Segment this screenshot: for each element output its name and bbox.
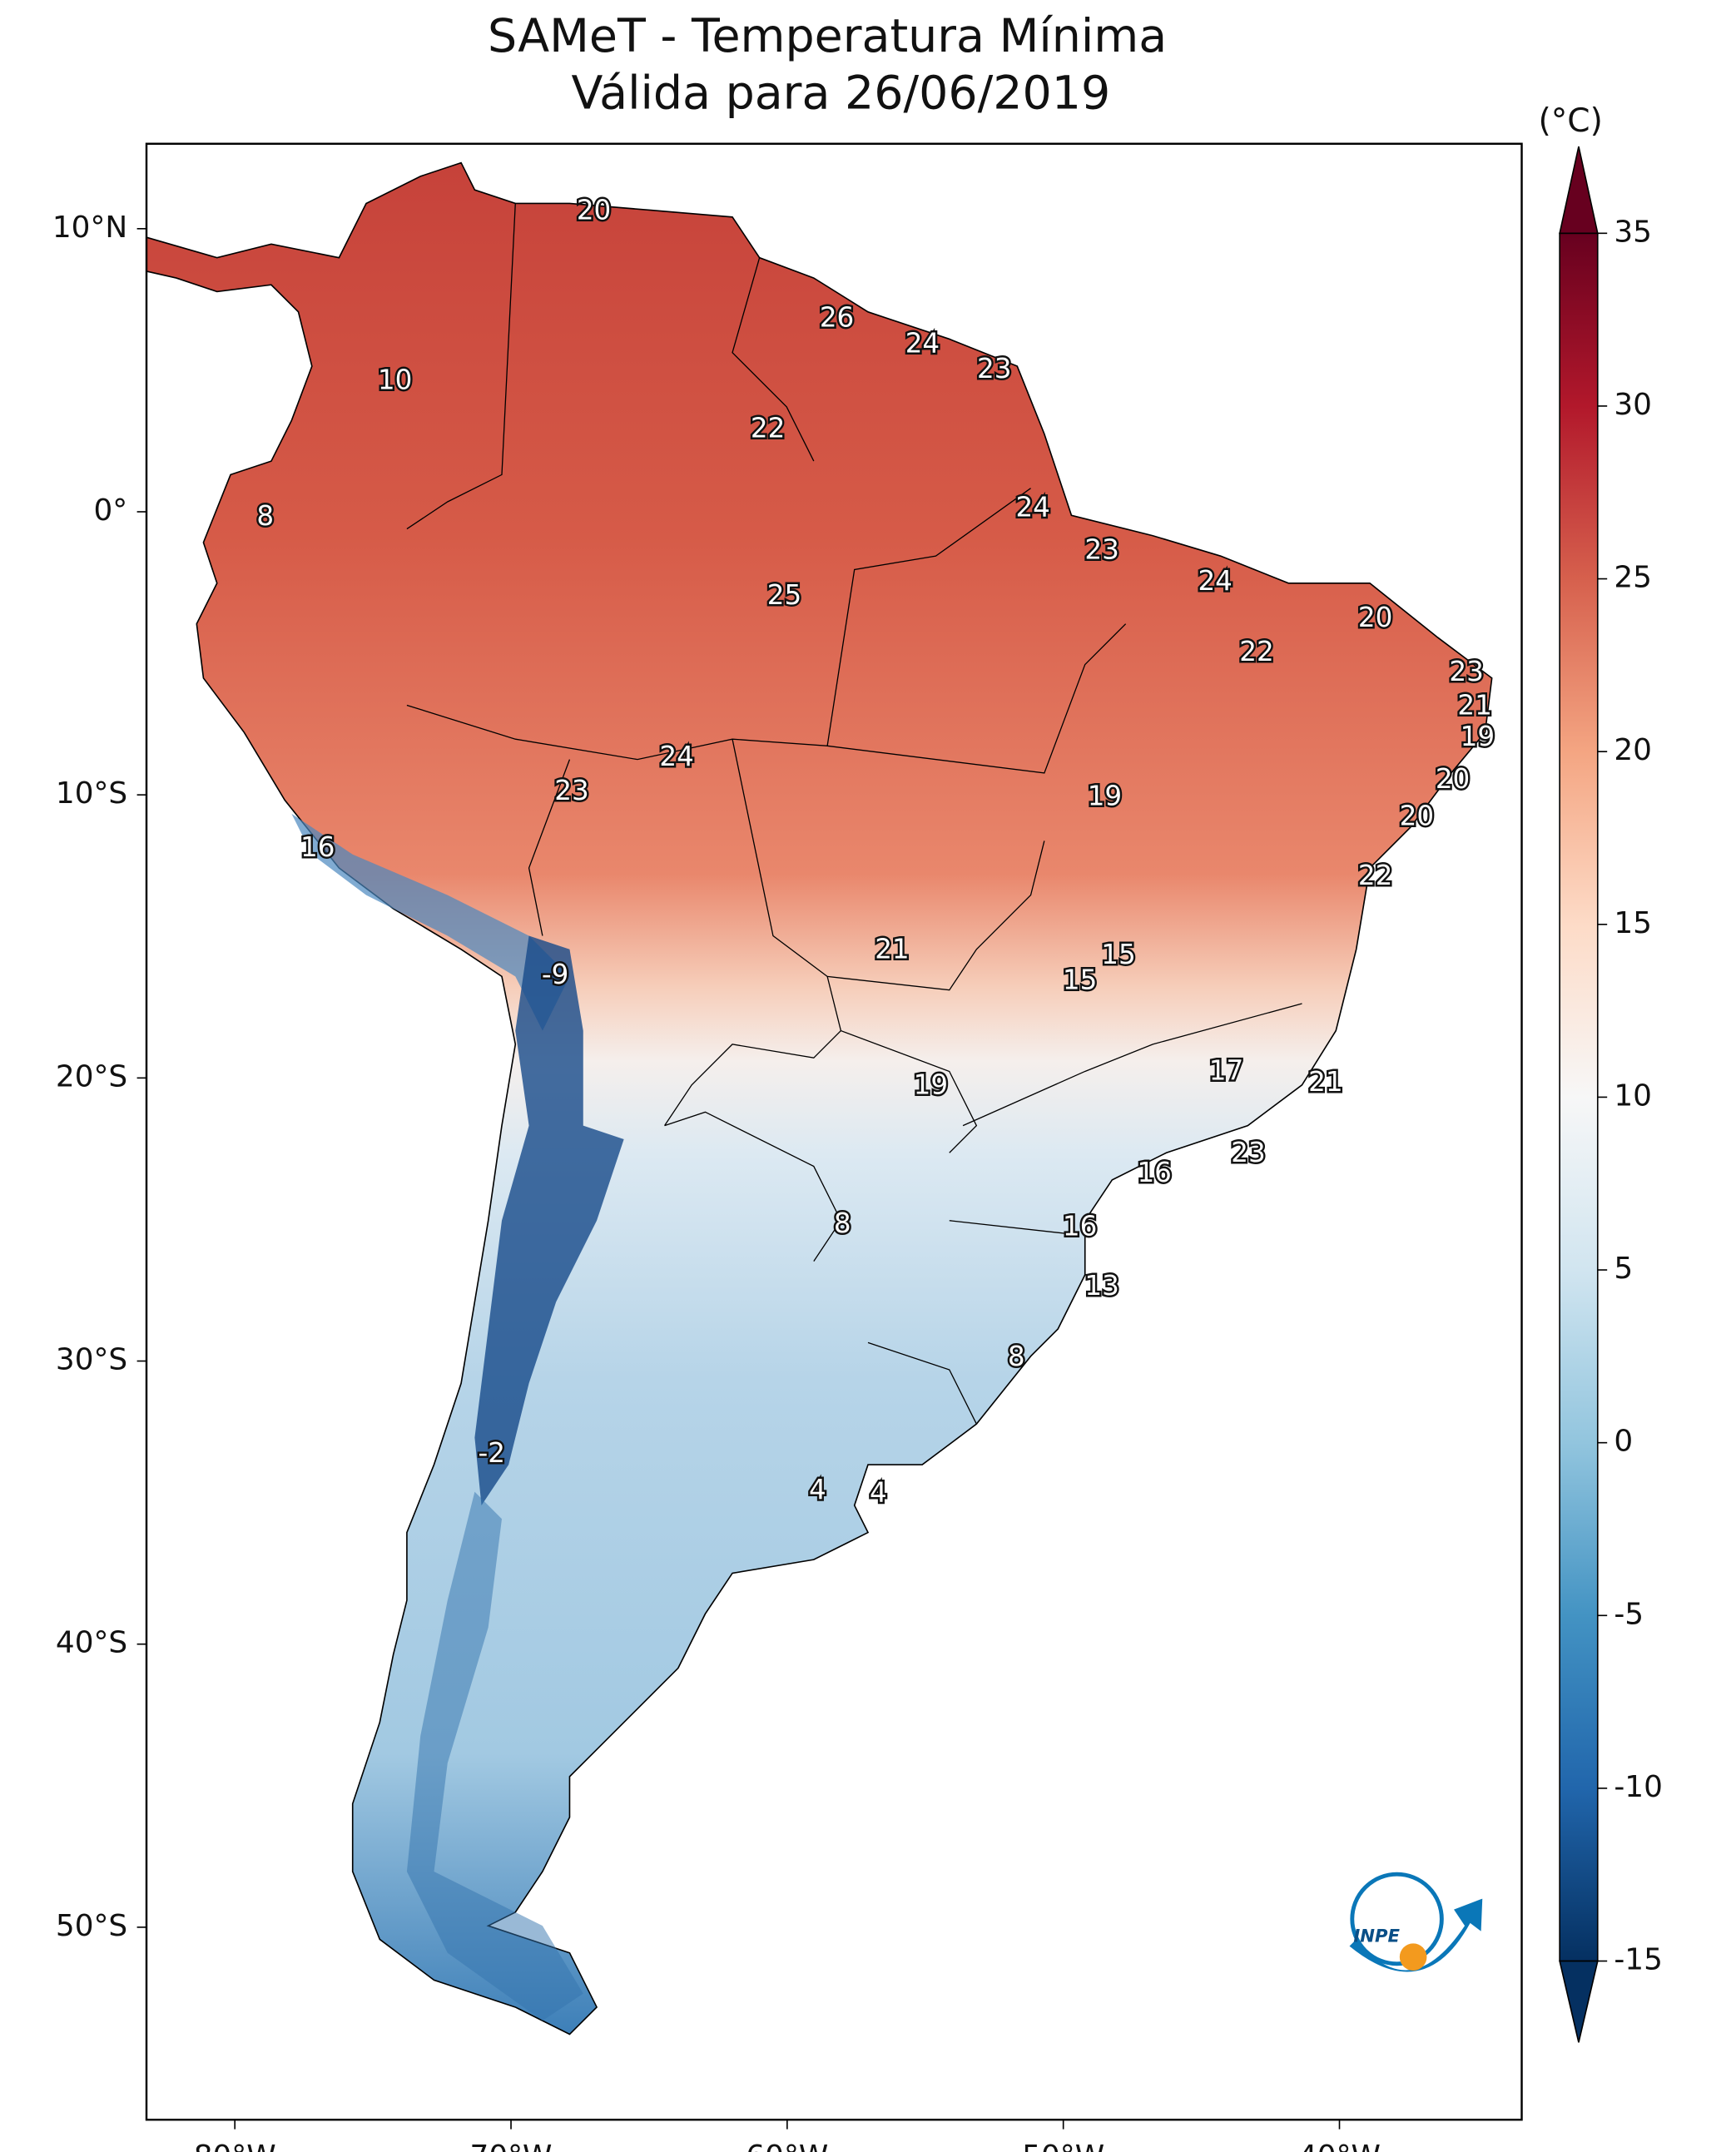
temperature-label: 15 [1063, 964, 1097, 996]
title: SAMeT - Temperatura Mínima [488, 10, 1167, 63]
temperature-label: 24 [905, 327, 940, 359]
temperature-label: 20 [577, 194, 611, 226]
temperature-label: 23 [1449, 656, 1483, 687]
temperature-label: 21 [1308, 1066, 1342, 1098]
x-tick-label: 80°W [194, 2140, 276, 2152]
temperature-label: 16 [300, 831, 335, 863]
temperature-label: 16 [1137, 1157, 1171, 1188]
temperature-label: -2 [479, 1437, 505, 1469]
colorbar [1559, 232, 1599, 1962]
colorbar-tick-label: 10 [1614, 1078, 1652, 1113]
x-tick-label: 60°W [746, 2140, 828, 2152]
logo: INPE [1349, 1872, 1483, 1972]
temperature-label: 22 [1358, 860, 1392, 891]
temperature-label: 23 [977, 353, 1011, 384]
temperature-label: 19 [1088, 781, 1122, 812]
temperature-label: 4 [870, 1476, 887, 1508]
temperature-label: 17 [1209, 1055, 1243, 1087]
temperature-label: 21 [875, 933, 909, 964]
temperature-label: 25 [767, 579, 801, 611]
temperature-label: 13 [1084, 1270, 1118, 1302]
temperature-label: 19 [1461, 721, 1495, 752]
temperature-label: 8 [256, 500, 274, 532]
temperature-label: 20 [1358, 602, 1392, 633]
colorbar-tick-label: 35 [1614, 215, 1652, 249]
y-tick-label: 10°N [52, 211, 127, 245]
colorbar-tick-label: 20 [1614, 733, 1652, 767]
colorbar-extend-top [1559, 146, 1599, 235]
y-tick-label: 40°S [56, 1626, 127, 1660]
x-tick-label: 50°W [1022, 2140, 1104, 2152]
logo-text: INPE [1353, 1926, 1400, 1946]
colorbar-tick-label: -10 [1614, 1770, 1663, 1804]
temperature-label: 4 [809, 1474, 826, 1505]
colorbar-tick-label: 5 [1614, 1252, 1633, 1286]
temperature-label: 22 [1239, 636, 1273, 667]
temperature-label: 22 [751, 412, 785, 444]
temperature-label: 23 [1231, 1137, 1265, 1168]
temperature-label: -9 [542, 959, 568, 990]
map-frame [145, 142, 1523, 2121]
temperature-label: 19 [914, 1069, 948, 1101]
temperature-label: 24 [1015, 492, 1049, 523]
x-tick-label: 40°W [1298, 2140, 1381, 2152]
subtitle: Válida para 26/06/2019 [572, 67, 1111, 120]
temperature-label: 16 [1063, 1211, 1097, 1242]
land [146, 161, 1493, 2035]
y-tick-label: 50°S [56, 1909, 127, 1943]
temperature-label: 8 [1008, 1341, 1025, 1372]
colorbar-tick-label: 0 [1614, 1425, 1633, 1459]
x-tick-label: 70°W [470, 2140, 553, 2152]
temperature-label: 20 [1436, 763, 1470, 795]
temperature-label: 15 [1101, 939, 1135, 970]
temperature-label: 23 [1084, 534, 1118, 566]
temperature-label: 24 [1198, 565, 1232, 597]
colorbar-tick-label: 25 [1614, 561, 1652, 595]
temperature-label: 26 [820, 302, 854, 334]
y-tick-label: 0° [93, 493, 127, 528]
temperature-label: 24 [659, 741, 693, 772]
colorbar-tick-label: -5 [1614, 1597, 1644, 1631]
colorbar-tick-label: 15 [1614, 906, 1652, 940]
colorbar-tick-label: -15 [1614, 1943, 1663, 1977]
colorbar-tick-label: 30 [1614, 388, 1652, 422]
y-tick-label: 20°S [56, 1059, 127, 1093]
colorbar-label: (°C) [1538, 102, 1602, 140]
temperature-label: 23 [554, 775, 588, 806]
temperature-label: 20 [1400, 800, 1434, 831]
temperature-label: 8 [834, 1207, 851, 1239]
y-tick-label: 10°S [56, 776, 127, 811]
temperature-label: 10 [378, 364, 412, 396]
colorbar-extend-bottom [1559, 1960, 1599, 2043]
temperature-label: 21 [1457, 690, 1491, 721]
y-tick-label: 30°S [56, 1343, 127, 1377]
